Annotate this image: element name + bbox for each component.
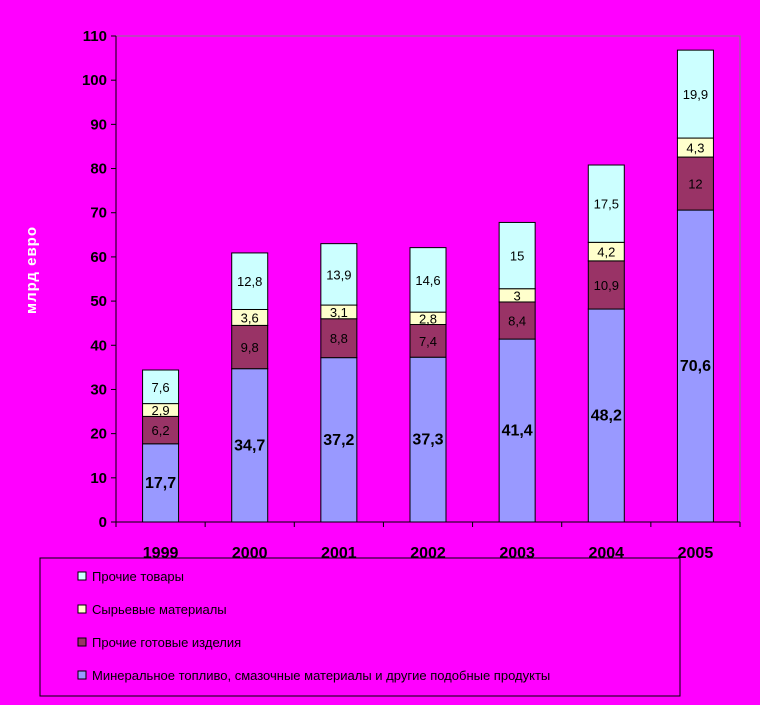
bar-segment xyxy=(587,308,625,523)
bar-segment xyxy=(409,324,447,358)
bar-segment xyxy=(320,243,358,306)
data-label: 4,2 xyxy=(597,245,615,260)
bar-segment xyxy=(142,415,180,445)
data-label: 17,5 xyxy=(594,197,619,212)
data-label: 37,2 xyxy=(323,432,354,449)
y-tick-label: 70 xyxy=(90,205,107,222)
x-tick-label: 2001 xyxy=(321,545,357,562)
x-tick-label: 2003 xyxy=(499,545,535,562)
data-label: 41,4 xyxy=(502,423,533,440)
legend-swatch xyxy=(77,571,87,581)
data-label: 4,3 xyxy=(686,141,704,156)
data-label: 19,9 xyxy=(683,87,708,102)
legend-entry: Прочие товары xyxy=(92,569,184,584)
y-tick-label: 100 xyxy=(82,72,107,89)
y-tick-label: 10 xyxy=(90,470,107,487)
data-label: 12,8 xyxy=(237,274,262,289)
data-label: 14,6 xyxy=(415,273,440,288)
bar-segment xyxy=(142,369,180,405)
legend-swatch xyxy=(77,604,87,614)
y-tick-label: 50 xyxy=(90,293,107,310)
x-axis: 1999 2000 2001 2002 2003 2004 2005 xyxy=(115,521,741,562)
bar-segment xyxy=(498,221,536,290)
y-tick-label: 30 xyxy=(90,381,107,398)
data-label: 9,8 xyxy=(241,340,259,355)
bar-segment xyxy=(676,49,714,139)
data-label: 3,6 xyxy=(241,310,259,325)
legend: Прочие товары Сырьевые материалы Прочие го… xyxy=(39,557,681,697)
data-label: 3 xyxy=(514,288,521,303)
bar-segment xyxy=(587,260,625,310)
legend-entry: Сырьевые материалы xyxy=(92,602,227,617)
legend-entry: Прочие готовые изделия xyxy=(92,635,241,650)
bar-segment xyxy=(231,252,269,310)
legend-swatch xyxy=(77,670,87,680)
data-label: 17,7 xyxy=(145,475,176,492)
y-axis: 0 10 20 30 40 50 60 70 80 90 100 110 xyxy=(82,28,117,531)
x-tick-label: 2004 xyxy=(588,545,624,562)
bar-segment xyxy=(231,368,269,523)
data-label: 8,8 xyxy=(330,331,348,346)
data-label: 2,8 xyxy=(419,311,437,326)
bar-segment xyxy=(498,338,536,523)
data-label: 3,1 xyxy=(330,305,348,320)
legend-entry: Минеральное топливо, смазочные материалы… xyxy=(92,668,550,683)
data-label: 7,4 xyxy=(419,334,437,349)
y-tick-label: 0 xyxy=(99,514,107,531)
bar-segment xyxy=(409,356,447,523)
x-tick-label: 2002 xyxy=(410,545,446,562)
bar-segment xyxy=(231,324,269,370)
y-tick-label: 20 xyxy=(90,426,107,443)
data-label: 70,6 xyxy=(680,358,711,375)
data-label: 37,3 xyxy=(412,432,443,449)
x-tick-label: 2000 xyxy=(232,545,268,562)
data-label: 34,7 xyxy=(234,437,265,454)
x-tick-label: 2005 xyxy=(678,545,714,562)
data-label: 2,9 xyxy=(152,403,170,418)
data-label: 6,2 xyxy=(152,423,170,438)
bar-segment xyxy=(142,443,180,523)
bar-segment xyxy=(409,247,447,313)
data-label: 48,2 xyxy=(591,408,622,425)
bar-segment xyxy=(676,156,714,211)
y-tick-label: 40 xyxy=(90,337,107,354)
bars xyxy=(142,49,714,523)
data-label: 15 xyxy=(510,249,524,264)
data-label: 8,4 xyxy=(508,314,526,329)
y-tick-label: 110 xyxy=(83,28,107,45)
y-tick-label: 60 xyxy=(90,249,107,266)
legend-box xyxy=(39,557,681,697)
data-label: 7,6 xyxy=(152,380,170,395)
y-tick-label: 80 xyxy=(90,161,107,178)
y-axis-title: млрд евро xyxy=(23,226,40,314)
bar-segment xyxy=(320,318,358,359)
data-label: 12 xyxy=(688,177,702,192)
bar-segment xyxy=(587,164,625,243)
legend-swatch xyxy=(77,637,87,647)
value-labels: 17,7 6,2 2,9 7,6 34,7 9,8 3,6 12,8 37,2 8,8 3,1 13,… xyxy=(145,87,711,492)
data-label: 10,9 xyxy=(594,278,619,293)
bar-segment xyxy=(320,357,358,523)
y-tick-label: 90 xyxy=(90,116,107,133)
x-tick-label: 1999 xyxy=(143,545,179,562)
data-label: 13,9 xyxy=(326,267,351,282)
